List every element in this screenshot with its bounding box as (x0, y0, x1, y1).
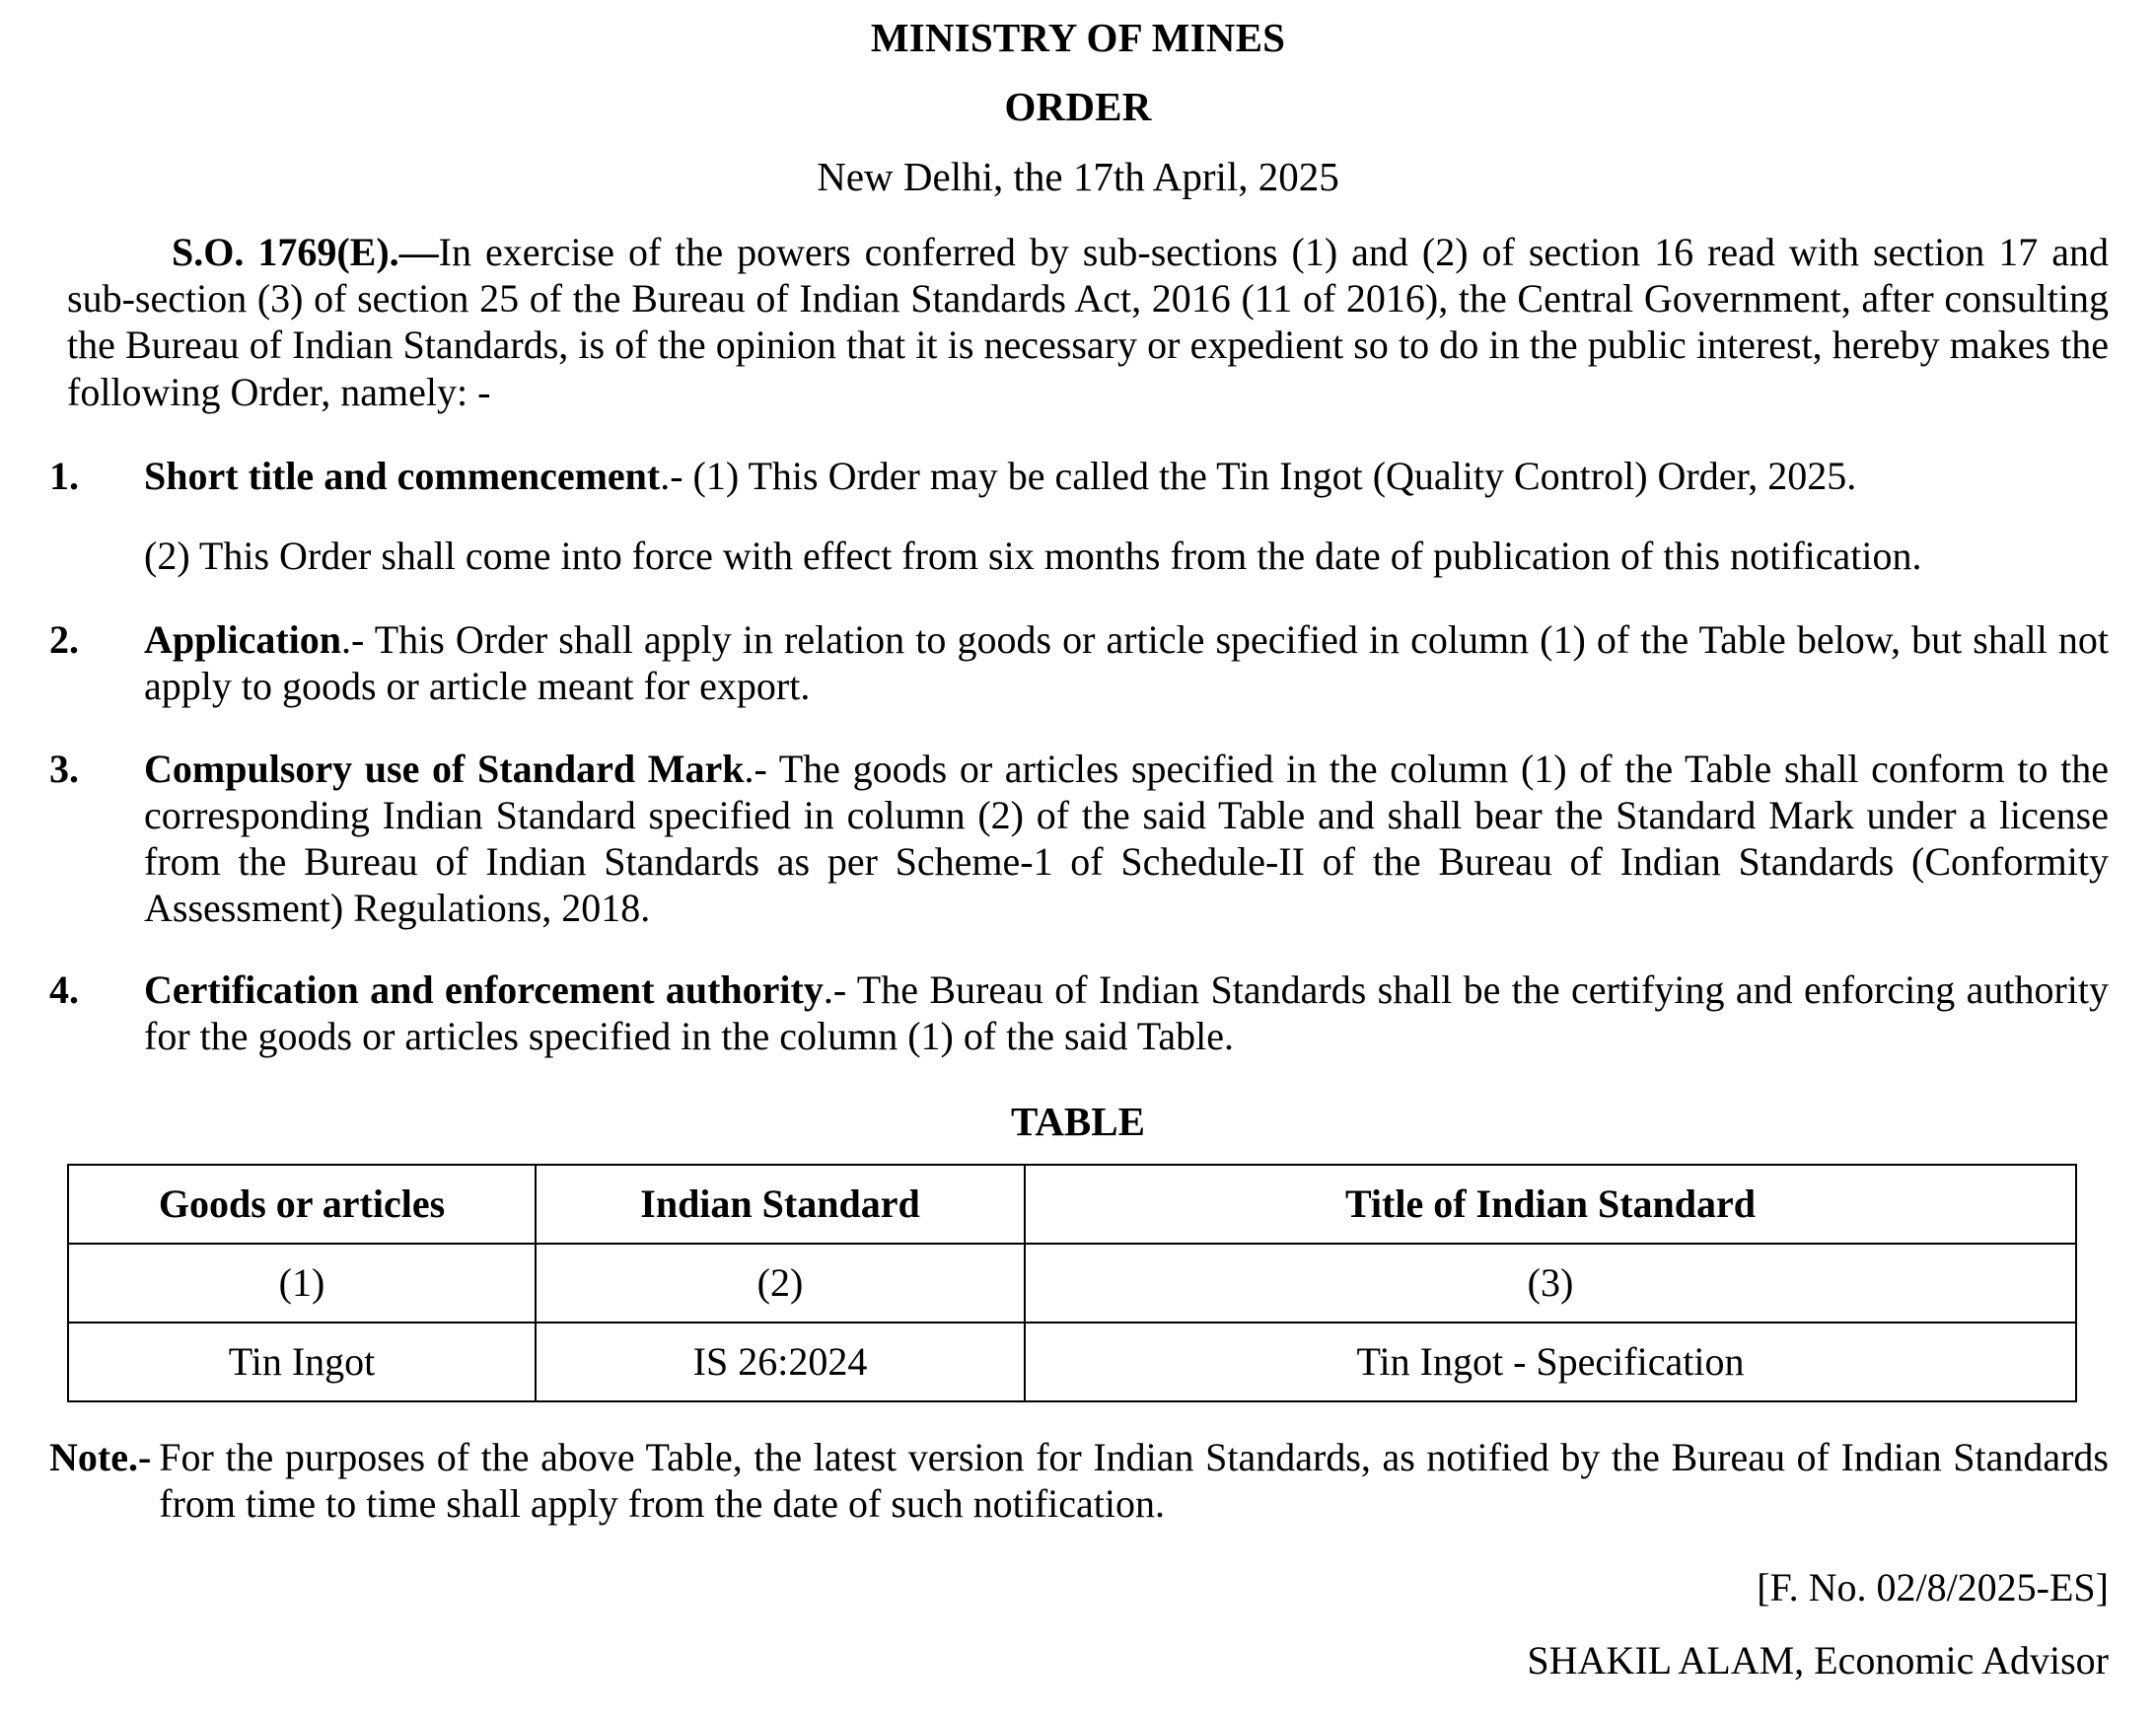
clause-1-body: Short title and commencement.- (1) This … (144, 453, 2109, 499)
table-header-row: Goods or articles Indian Standard Title … (67, 1163, 2077, 1245)
clause-4-heading: Certification and enforcement authority (144, 967, 824, 1013)
clause-1-subclause: (2) This Order shall come into force wit… (144, 533, 1922, 578)
note-label-text: Note.- (49, 1434, 152, 1479)
clause-2-body: Application.- This Order shall apply in … (144, 616, 2109, 709)
table-colnum-3: (3) (1024, 1242, 2077, 1324)
clause-2-number: 2. (49, 617, 79, 663)
clause-2: 2. Application.- This Order shall apply … (49, 579, 2109, 709)
table-note: Note.- For the purposes of the above Tab… (49, 1402, 2109, 1527)
file-number: [F. No. 02/8/2025-ES] (1757, 1565, 2109, 1610)
clause-3-number: 3. (49, 746, 79, 791)
so-number: S.O. 1769(E).— (172, 230, 439, 274)
clause-2-text: .- This Order shall apply in relation to… (144, 617, 2109, 709)
clause-3-text: .- The goods or articles specified in th… (144, 746, 2109, 931)
table-header-title: Title of Indian Standard (1024, 1163, 2077, 1245)
document-type-heading: ORDER (1004, 84, 1152, 129)
dateline: New Delhi, the 17th April, 2025 (817, 154, 1339, 199)
table-colnum-1: (1) (67, 1242, 537, 1324)
clause-3: 3. Compulsory use of Standard Mark.- The… (49, 710, 2109, 932)
clause-4-number: 4. (49, 967, 79, 1013)
clause-1-number: 1. (49, 453, 79, 498)
note-label: Note.- (49, 1434, 151, 1527)
clause-2-heading: Application (144, 617, 342, 663)
table-colnum-2: (2) (535, 1242, 1026, 1324)
preamble-paragraph: S.O. 1769(E).—In exercise of the powers … (67, 197, 2109, 415)
standards-table: Goods or articles Indian Standard Title … (67, 1163, 2077, 1402)
table-header-goods: Goods or articles (67, 1163, 537, 1245)
clause-3-heading: Compulsory use of Standard Mark (144, 746, 745, 791)
table-cell-standard: IS 26:2024 (535, 1321, 1026, 1402)
clause-3-body: Compulsory use of Standard Mark.- The go… (144, 746, 2109, 932)
table-cell-goods: Tin Ingot (67, 1321, 537, 1402)
clause-1: 1. Short title and commencement.- (1) Th… (49, 415, 2109, 499)
preamble-text: In exercise of the powers conferred by s… (67, 230, 2109, 414)
note-text: For the purposes of the above Table, the… (159, 1434, 2109, 1526)
clause-1-text: .- (1) This Order may be called the Tin … (660, 453, 1857, 498)
clause-1-heading: Short title and commencement (144, 453, 661, 498)
clause-4-body: Certification and enforcement authority.… (144, 966, 2109, 1059)
table-column-number-row: (1) (2) (3) (67, 1242, 2077, 1324)
table-row: Tin Ingot IS 26:2024 Tin Ingot - Specifi… (67, 1321, 2077, 1402)
clause-4: 4. Certification and enforcement authori… (49, 931, 2109, 1059)
signatory: SHAKIL ALAM, Economic Advisor (1527, 1638, 2109, 1682)
ministry-heading: MINISTRY OF MINES (870, 15, 1286, 60)
clause-4-text: .- The Bureau of Indian Standards shall … (144, 967, 2110, 1059)
table-header-standard: Indian Standard (535, 1163, 1026, 1245)
table-caption: TABLE (1011, 1098, 1145, 1144)
table-cell-title: Tin Ingot - Specification (1024, 1321, 2077, 1402)
